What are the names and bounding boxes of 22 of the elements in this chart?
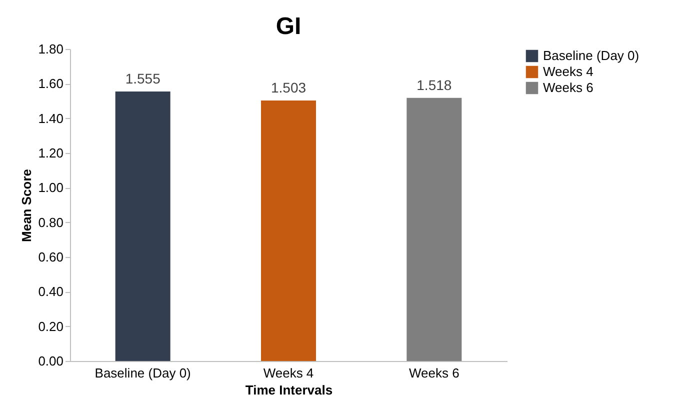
data-label: 1.503	[270, 79, 306, 96]
data-label: 1.518	[416, 76, 452, 93]
y-tick-label: 0.60	[38, 250, 64, 264]
y-tick-label: 1.60	[38, 76, 64, 92]
x-tick-label: Baseline (Day 0)	[94, 366, 191, 380]
x-axis-title: Time Intervals	[245, 382, 333, 398]
legend-label: Baseline (Day 0)	[543, 48, 640, 63]
y-tick-label: 1.40	[38, 110, 64, 126]
data-label: 1.555	[125, 70, 161, 86]
y-tick-label: 1.20	[38, 146, 64, 160]
y-tick-label: 0.00	[38, 354, 64, 368]
legend-label: Weeks 6	[543, 80, 594, 95]
y-tick-label: 1.80	[38, 42, 64, 56]
y-axis-title: Mean Score	[19, 169, 34, 242]
y-tick-label: 0.40	[38, 284, 64, 300]
y-tick-label: 0.80	[38, 214, 64, 230]
x-tick-label: Weeks 6	[408, 366, 460, 380]
y-tick-label: 0.20	[38, 318, 64, 334]
y-tick-label: 1.00	[38, 180, 64, 196]
chart-title: GI	[276, 13, 302, 40]
legend-label: Weeks 4	[543, 64, 594, 79]
x-tick-label: Weeks 4	[263, 366, 314, 380]
